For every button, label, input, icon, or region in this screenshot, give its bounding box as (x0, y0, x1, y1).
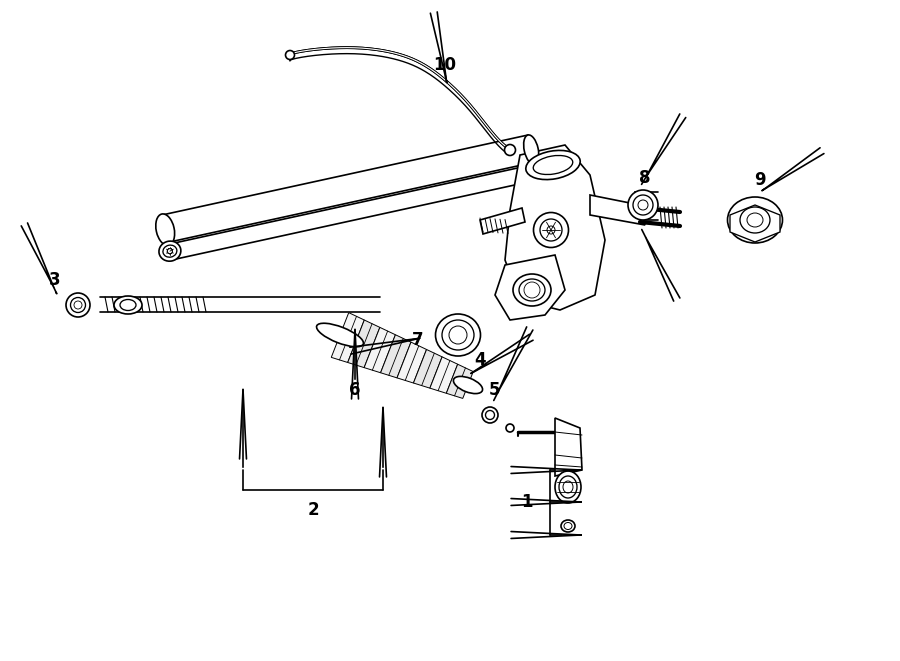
Ellipse shape (559, 476, 577, 498)
Ellipse shape (524, 282, 540, 298)
Polygon shape (364, 327, 395, 373)
Text: 4: 4 (474, 351, 486, 369)
Ellipse shape (628, 190, 658, 220)
Text: 2: 2 (307, 501, 319, 519)
Ellipse shape (485, 410, 494, 420)
Ellipse shape (747, 213, 763, 227)
Text: 1: 1 (521, 493, 533, 511)
Ellipse shape (506, 424, 514, 432)
Polygon shape (397, 342, 427, 383)
Ellipse shape (564, 522, 572, 529)
Ellipse shape (167, 249, 173, 254)
Ellipse shape (524, 135, 539, 165)
Polygon shape (495, 255, 565, 320)
Ellipse shape (114, 296, 142, 314)
Ellipse shape (519, 279, 545, 301)
Polygon shape (331, 313, 364, 362)
Ellipse shape (547, 226, 555, 234)
Ellipse shape (442, 320, 474, 350)
Ellipse shape (167, 249, 173, 254)
Ellipse shape (638, 200, 648, 210)
Ellipse shape (563, 481, 573, 493)
Text: 9: 9 (754, 171, 766, 189)
Polygon shape (446, 364, 473, 399)
Polygon shape (480, 208, 525, 234)
Ellipse shape (167, 249, 173, 254)
Ellipse shape (727, 197, 782, 243)
Polygon shape (381, 334, 411, 378)
Ellipse shape (120, 299, 136, 311)
Ellipse shape (167, 249, 173, 254)
Ellipse shape (526, 151, 581, 180)
Ellipse shape (159, 241, 181, 261)
Ellipse shape (555, 471, 581, 503)
Polygon shape (430, 357, 458, 393)
Text: 10: 10 (434, 56, 456, 74)
Polygon shape (555, 418, 582, 476)
Ellipse shape (449, 326, 467, 344)
Text: 6: 6 (349, 381, 361, 399)
Ellipse shape (527, 285, 537, 295)
Ellipse shape (167, 249, 173, 254)
Ellipse shape (317, 323, 364, 347)
Ellipse shape (540, 219, 562, 241)
Text: 8: 8 (639, 169, 651, 187)
Text: 7: 7 (412, 331, 424, 349)
Polygon shape (347, 320, 380, 368)
Ellipse shape (533, 155, 572, 175)
Ellipse shape (66, 293, 90, 317)
Ellipse shape (156, 214, 175, 245)
Ellipse shape (74, 301, 82, 309)
Ellipse shape (561, 520, 575, 532)
Polygon shape (590, 195, 645, 225)
Polygon shape (413, 350, 442, 388)
Text: 5: 5 (490, 381, 500, 399)
Ellipse shape (633, 195, 653, 215)
Ellipse shape (167, 249, 173, 254)
Text: 3: 3 (50, 271, 61, 289)
Ellipse shape (505, 145, 516, 155)
Polygon shape (730, 205, 780, 242)
Ellipse shape (163, 245, 177, 257)
Ellipse shape (513, 274, 551, 306)
Ellipse shape (740, 207, 770, 233)
Ellipse shape (436, 314, 481, 356)
Ellipse shape (482, 407, 498, 423)
Ellipse shape (534, 212, 569, 247)
Ellipse shape (285, 50, 294, 59)
Ellipse shape (70, 297, 86, 313)
Polygon shape (505, 145, 605, 310)
Ellipse shape (454, 376, 482, 393)
